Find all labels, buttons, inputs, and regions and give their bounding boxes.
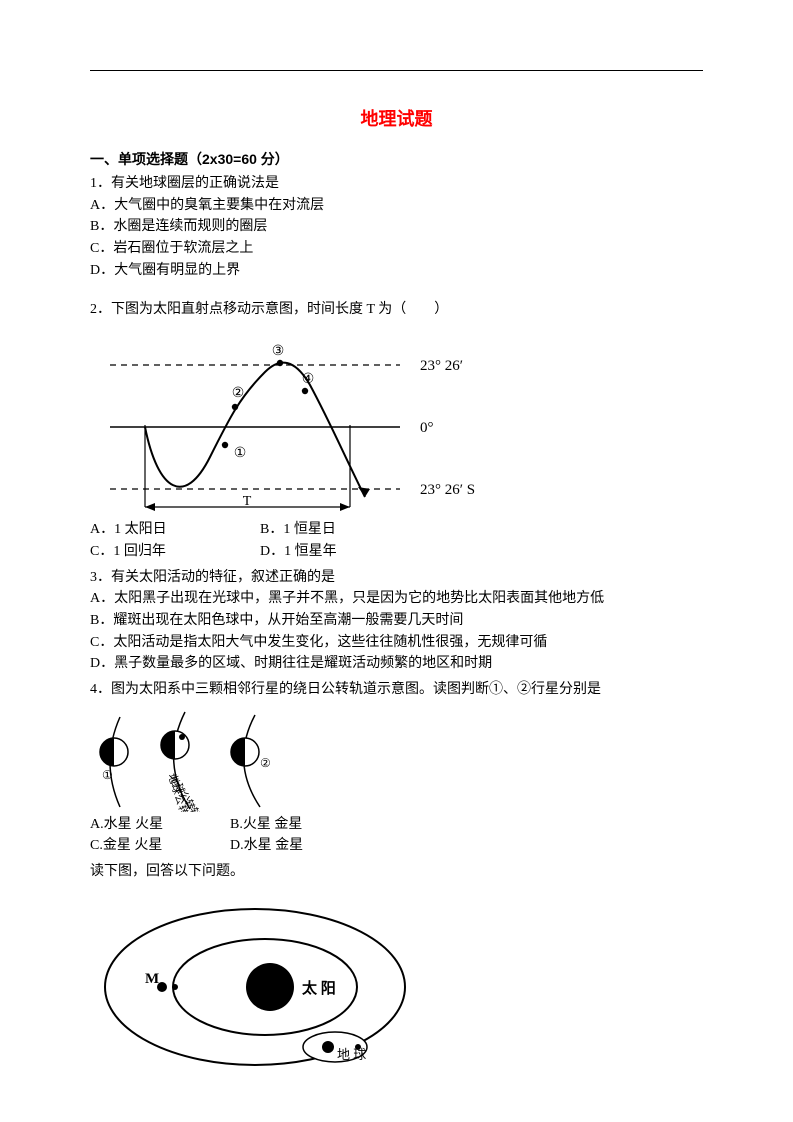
question-4: 4．图为太阳系中三颗相邻行星的绕日公转轨道示意图。读图判断①、②行星分别是 ① xyxy=(90,679,703,857)
question-5-lead: 读下图，回答以下问题。 太 阳 M 地 球 xyxy=(90,861,703,1074)
q2-opt-d: D．1 恒星年 xyxy=(260,541,430,563)
q2-figure: ③ ② ④ ① 23° 26′ 0° 23° 26′ S T xyxy=(90,337,703,517)
q2-T-label: T xyxy=(243,494,252,509)
q2-lat-top: 23° 26′ xyxy=(420,358,463,374)
q3-opt-d: D．黑子数量最多的区域、时期往往是耀斑活动频繁的地区和时期 xyxy=(90,653,703,675)
q3-stem: 3．有关太阳活动的特征，叙述正确的是 xyxy=(90,567,703,589)
q2-stem: 2．下图为太阳直射点移动示意图，时间长度 T 为（ ） xyxy=(90,299,703,321)
q1-opt-a: A．大气圈中的臭氧主要集中在对流层 xyxy=(90,195,703,217)
q4-opt-a: A.水星 火星 xyxy=(90,814,230,836)
q3-opt-a: A．太阳黑子出现在光球中，黑子并不黑，只是因为它的地势比太阳表面其他地方低 xyxy=(90,588,703,610)
q5-figure: 太 阳 M 地 球 xyxy=(90,899,703,1074)
q2-mark-3: ③ xyxy=(272,344,285,359)
q3-opt-b: B．耀斑出现在太阳色球中，从开始至高潮一般需要几天时间 xyxy=(90,610,703,632)
q2-mark-1: ① xyxy=(234,446,247,461)
top-rule xyxy=(90,70,703,71)
q1-opt-c: C．岩石圈位于软流层之上 xyxy=(90,238,703,260)
q4-opt-d: D.水星 金星 xyxy=(230,835,370,857)
q4-stem: 4．图为太阳系中三颗相邻行星的绕日公转轨道示意图。读图判断①、②行星分别是 xyxy=(90,679,703,701)
q1-stem: 1．有关地球圈层的正确说法是 xyxy=(90,173,703,195)
q2-opt-a: A．1 太阳日 xyxy=(90,519,260,541)
q5-M-label: M xyxy=(145,971,159,987)
q2-mark-4: ④ xyxy=(302,372,315,387)
q4-figure: ① ② 地 球 公 转 轨 道 地球公转轨道 xyxy=(90,707,703,812)
q5-lead: 读下图，回答以下问题。 xyxy=(90,861,703,883)
q4-mark-2: ② xyxy=(260,756,271,770)
q4-mark-1: ① xyxy=(102,768,113,782)
question-2: 2．下图为太阳直射点移动示意图，时间长度 T 为（ ） xyxy=(90,299,703,562)
q5-earth-label: 地 球 xyxy=(337,1047,366,1062)
q5-sun-label: 太 阳 xyxy=(302,979,336,997)
q2-opt-b: B．1 恒星日 xyxy=(260,519,430,541)
q1-opt-d: D．大气圈有明显的上界 xyxy=(90,260,703,282)
q4-opt-b: B.火星 金星 xyxy=(230,814,370,836)
question-1: 1．有关地球圈层的正确说法是 A．大气圈中的臭氧主要集中在对流层 B．水圈是连续… xyxy=(90,173,703,281)
q2-lat-mid: 0° xyxy=(420,420,434,436)
question-3: 3．有关太阳活动的特征，叙述正确的是 A．太阳黑子出现在光球中，黑子并不黑，只是… xyxy=(90,567,703,675)
q4-opt-c: C.金星 火星 xyxy=(90,835,230,857)
q2-lat-bot: 23° 26′ S xyxy=(420,482,475,498)
q2-opt-c: C．1 回归年 xyxy=(90,541,260,563)
page-title: 地理试题 xyxy=(90,105,703,131)
q1-opt-b: B．水圈是连续而规则的圈层 xyxy=(90,216,703,238)
section-heading: 一、单项选择题（2x30=60 分） xyxy=(90,149,703,169)
q2-mark-2: ② xyxy=(232,386,245,401)
q3-opt-c: C．太阳活动是指太阳大气中发生变化，这些往往随机性很强，无规律可循 xyxy=(90,632,703,654)
